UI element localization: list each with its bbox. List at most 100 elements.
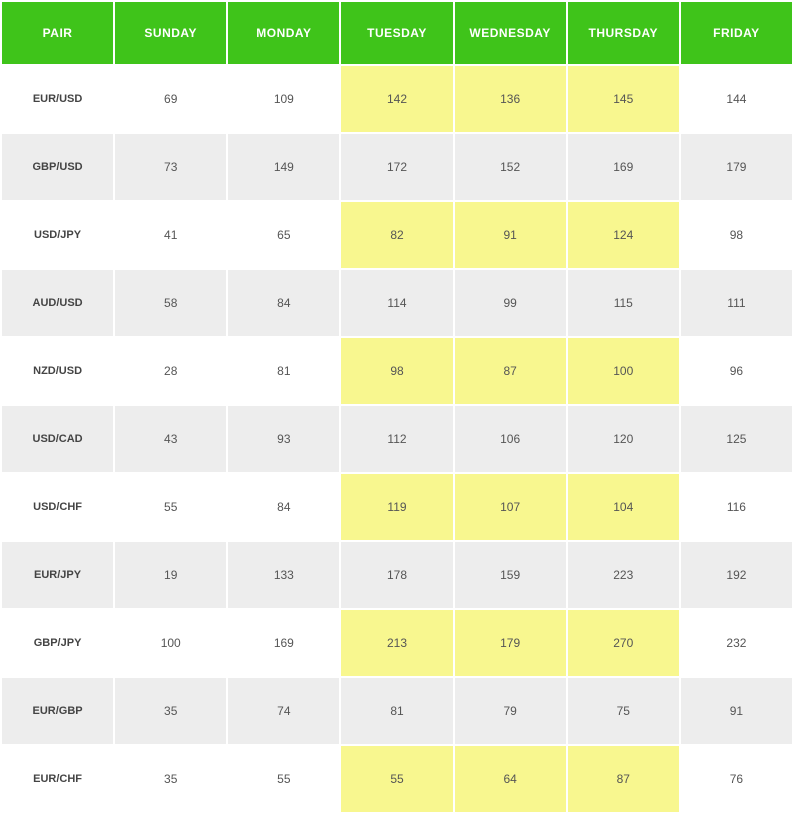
- value-cell: 232: [681, 610, 792, 676]
- table-row: GBP/JPY100169213179270232: [2, 610, 792, 676]
- table-head: PAIRSUNDAYMONDAYTUESDAYWEDNESDAYTHURSDAY…: [2, 2, 792, 64]
- value-cell: 100: [568, 338, 679, 404]
- pair-label-cell: USD/CAD: [2, 406, 113, 472]
- value-cell: 98: [681, 202, 792, 268]
- value-cell: 35: [115, 746, 226, 812]
- value-cell: 82: [341, 202, 452, 268]
- value-cell: 87: [455, 338, 566, 404]
- pair-label-cell: EUR/CHF: [2, 746, 113, 812]
- value-cell: 76: [681, 746, 792, 812]
- forex-pip-table: PAIRSUNDAYMONDAYTUESDAYWEDNESDAYTHURSDAY…: [0, 0, 794, 814]
- table-row: EUR/JPY19133178159223192: [2, 542, 792, 608]
- pair-label-cell: GBP/JPY: [2, 610, 113, 676]
- value-cell: 99: [455, 270, 566, 336]
- value-cell: 81: [228, 338, 339, 404]
- table-row: USD/CAD4393112106120125: [2, 406, 792, 472]
- value-cell: 104: [568, 474, 679, 540]
- value-cell: 136: [455, 66, 566, 132]
- value-cell: 116: [681, 474, 792, 540]
- value-cell: 73: [115, 134, 226, 200]
- value-cell: 109: [228, 66, 339, 132]
- value-cell: 81: [341, 678, 452, 744]
- value-cell: 84: [228, 474, 339, 540]
- table-header-row: PAIRSUNDAYMONDAYTUESDAYWEDNESDAYTHURSDAY…: [2, 2, 792, 64]
- value-cell: 58: [115, 270, 226, 336]
- value-cell: 55: [228, 746, 339, 812]
- value-cell: 106: [455, 406, 566, 472]
- table-row: USD/JPY4165829112498: [2, 202, 792, 268]
- value-cell: 169: [568, 134, 679, 200]
- column-header: TUESDAY: [341, 2, 452, 64]
- value-cell: 125: [681, 406, 792, 472]
- pair-label-cell: EUR/GBP: [2, 678, 113, 744]
- value-cell: 64: [455, 746, 566, 812]
- table-row: EUR/CHF355555648776: [2, 746, 792, 812]
- table-row: USD/CHF5584119107104116: [2, 474, 792, 540]
- value-cell: 178: [341, 542, 452, 608]
- value-cell: 133: [228, 542, 339, 608]
- value-cell: 55: [341, 746, 452, 812]
- column-header: THURSDAY: [568, 2, 679, 64]
- value-cell: 145: [568, 66, 679, 132]
- table-row: EUR/USD69109142136145144: [2, 66, 792, 132]
- value-cell: 149: [228, 134, 339, 200]
- value-cell: 74: [228, 678, 339, 744]
- column-header: SUNDAY: [115, 2, 226, 64]
- value-cell: 114: [341, 270, 452, 336]
- value-cell: 79: [455, 678, 566, 744]
- value-cell: 91: [455, 202, 566, 268]
- value-cell: 43: [115, 406, 226, 472]
- value-cell: 55: [115, 474, 226, 540]
- value-cell: 223: [568, 542, 679, 608]
- column-header: FRIDAY: [681, 2, 792, 64]
- value-cell: 28: [115, 338, 226, 404]
- value-cell: 152: [455, 134, 566, 200]
- data-table: PAIRSUNDAYMONDAYTUESDAYWEDNESDAYTHURSDAY…: [0, 0, 794, 814]
- table-row: EUR/GBP357481797591: [2, 678, 792, 744]
- value-cell: 142: [341, 66, 452, 132]
- pair-label-cell: AUD/USD: [2, 270, 113, 336]
- value-cell: 84: [228, 270, 339, 336]
- value-cell: 75: [568, 678, 679, 744]
- table-row: NZD/USD2881988710096: [2, 338, 792, 404]
- value-cell: 119: [341, 474, 452, 540]
- pair-label-cell: EUR/USD: [2, 66, 113, 132]
- value-cell: 192: [681, 542, 792, 608]
- column-header: PAIR: [2, 2, 113, 64]
- value-cell: 169: [228, 610, 339, 676]
- value-cell: 107: [455, 474, 566, 540]
- value-cell: 111: [681, 270, 792, 336]
- value-cell: 98: [341, 338, 452, 404]
- value-cell: 87: [568, 746, 679, 812]
- table-row: GBP/USD73149172152169179: [2, 134, 792, 200]
- column-header: MONDAY: [228, 2, 339, 64]
- value-cell: 159: [455, 542, 566, 608]
- value-cell: 213: [341, 610, 452, 676]
- value-cell: 124: [568, 202, 679, 268]
- value-cell: 179: [455, 610, 566, 676]
- value-cell: 65: [228, 202, 339, 268]
- pair-label-cell: USD/JPY: [2, 202, 113, 268]
- value-cell: 144: [681, 66, 792, 132]
- value-cell: 115: [568, 270, 679, 336]
- value-cell: 270: [568, 610, 679, 676]
- value-cell: 91: [681, 678, 792, 744]
- table-body: EUR/USD69109142136145144GBP/USD731491721…: [2, 66, 792, 812]
- value-cell: 35: [115, 678, 226, 744]
- value-cell: 69: [115, 66, 226, 132]
- value-cell: 172: [341, 134, 452, 200]
- value-cell: 93: [228, 406, 339, 472]
- value-cell: 19: [115, 542, 226, 608]
- column-header: WEDNESDAY: [455, 2, 566, 64]
- pair-label-cell: GBP/USD: [2, 134, 113, 200]
- value-cell: 41: [115, 202, 226, 268]
- value-cell: 96: [681, 338, 792, 404]
- pair-label-cell: NZD/USD: [2, 338, 113, 404]
- pair-label-cell: EUR/JPY: [2, 542, 113, 608]
- table-row: AUD/USD588411499115111: [2, 270, 792, 336]
- value-cell: 100: [115, 610, 226, 676]
- value-cell: 112: [341, 406, 452, 472]
- value-cell: 120: [568, 406, 679, 472]
- pair-label-cell: USD/CHF: [2, 474, 113, 540]
- value-cell: 179: [681, 134, 792, 200]
